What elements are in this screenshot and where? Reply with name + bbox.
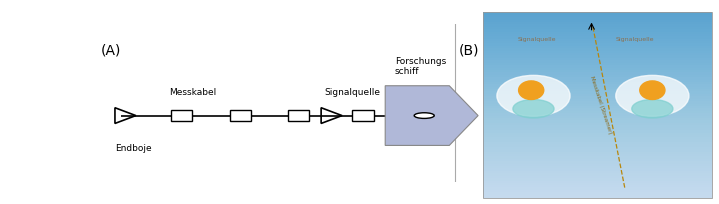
Text: Messkabel: Messkabel [170, 88, 216, 97]
Text: Signalquelle: Signalquelle [324, 88, 380, 97]
Text: Signalquelle: Signalquelle [615, 37, 654, 42]
Ellipse shape [615, 75, 689, 116]
Text: (B): (B) [459, 43, 480, 57]
Text: Endboje: Endboje [115, 144, 152, 153]
Polygon shape [385, 86, 478, 145]
Ellipse shape [632, 100, 673, 118]
Ellipse shape [518, 81, 544, 100]
FancyBboxPatch shape [352, 110, 373, 121]
Ellipse shape [513, 100, 554, 118]
Ellipse shape [497, 75, 570, 116]
FancyBboxPatch shape [171, 110, 193, 121]
Text: Messkabel (Streamer): Messkabel (Streamer) [589, 75, 613, 135]
Text: Forschungs
schiff: Forschungs schiff [395, 57, 446, 76]
Text: Signalquelle: Signalquelle [518, 37, 556, 42]
Ellipse shape [640, 81, 665, 100]
Text: (A): (A) [101, 43, 122, 57]
Circle shape [414, 113, 434, 118]
FancyBboxPatch shape [288, 110, 309, 121]
FancyBboxPatch shape [230, 110, 251, 121]
